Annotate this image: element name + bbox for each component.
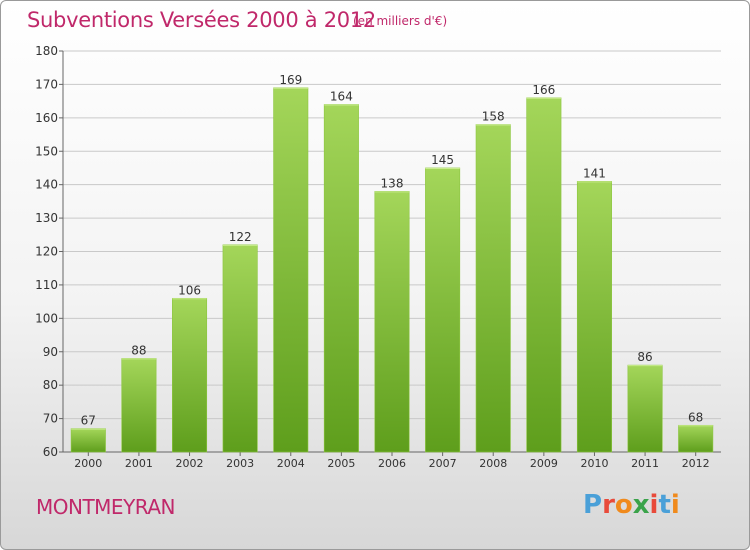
data-label-2008: 158 [482, 110, 505, 124]
x-tick-label: 2005 [327, 457, 355, 470]
y-tick-label: 150 [35, 144, 58, 158]
data-label-2005: 164 [330, 89, 353, 103]
data-labels: 67 88 106 122 169 164 138 145 158 166 141 86 68 [81, 73, 704, 428]
x-tick-label: 2010 [580, 457, 608, 470]
y-tick-label: 130 [35, 211, 58, 225]
bar-2000 [70, 428, 106, 453]
x-tick-label: 2008 [479, 457, 507, 470]
x-tick-label: 2012 [682, 457, 710, 470]
y-tick-label: 90 [43, 345, 58, 359]
x-tick-label: 2009 [530, 457, 558, 470]
data-label-2011: 86 [637, 350, 652, 364]
y-tick-label: 120 [35, 245, 58, 259]
bar-2002 [172, 297, 208, 453]
data-label-2010: 141 [583, 166, 606, 180]
x-tick-label: 2011 [631, 457, 659, 470]
data-label-2007: 145 [431, 153, 454, 167]
data-label-2001: 88 [131, 343, 146, 357]
data-label-2003: 122 [229, 230, 252, 244]
chart-title: Subventions Versées 2000 à 2012 [27, 8, 376, 32]
y-tick-label: 160 [35, 111, 58, 125]
y-tick-label: 60 [43, 445, 58, 459]
bar-2010 [576, 181, 612, 453]
proxiti-logo[interactable]: Proxiti [583, 490, 680, 520]
chart-subtitle: (en milliers d'€) [353, 14, 448, 28]
x-tick-label: 2007 [429, 457, 457, 470]
data-label-2004: 169 [279, 73, 302, 87]
y-tick-label: 180 [35, 44, 58, 58]
x-tick-label: 2006 [378, 457, 406, 470]
bar-2009 [526, 97, 562, 453]
data-label-2002: 106 [178, 283, 201, 297]
bar-2012 [678, 424, 714, 453]
bar-2001 [121, 358, 157, 453]
y-tick-label: 140 [35, 178, 58, 192]
bar-2004 [273, 87, 309, 453]
bar-2007 [425, 167, 461, 453]
y-tick-label: 100 [35, 311, 58, 325]
y-tick-label: 80 [43, 378, 58, 392]
bar-2011 [627, 364, 663, 453]
data-label-2006: 138 [381, 176, 404, 190]
bar-2008 [475, 124, 511, 453]
x-tick-label: 2002 [176, 457, 204, 470]
commune-name: MONTMEYRAN [36, 495, 176, 519]
data-label-2009: 166 [532, 83, 555, 97]
x-tick-label: 2000 [74, 457, 102, 470]
data-label-2000: 67 [81, 414, 96, 428]
bars [70, 87, 714, 453]
axes: 60 70 80 90 100 110 120 130 140 150 160 170 180 2000 2… [35, 44, 721, 470]
x-tick-label: 2004 [277, 457, 305, 470]
bar-chart: 60 70 80 90 100 110 120 130 140 150 160 170 180 2000 2… [35, 44, 721, 470]
x-tick-label: 2001 [125, 457, 153, 470]
y-tick-label: 170 [35, 77, 58, 91]
x-tick-label: 2003 [226, 457, 254, 470]
bar-2003 [222, 244, 258, 453]
data-label-2012: 68 [688, 410, 703, 424]
bar-2005 [323, 104, 359, 453]
y-tick-label: 110 [35, 278, 58, 292]
bar-2006 [374, 191, 410, 453]
y-tick-label: 70 [43, 412, 58, 426]
